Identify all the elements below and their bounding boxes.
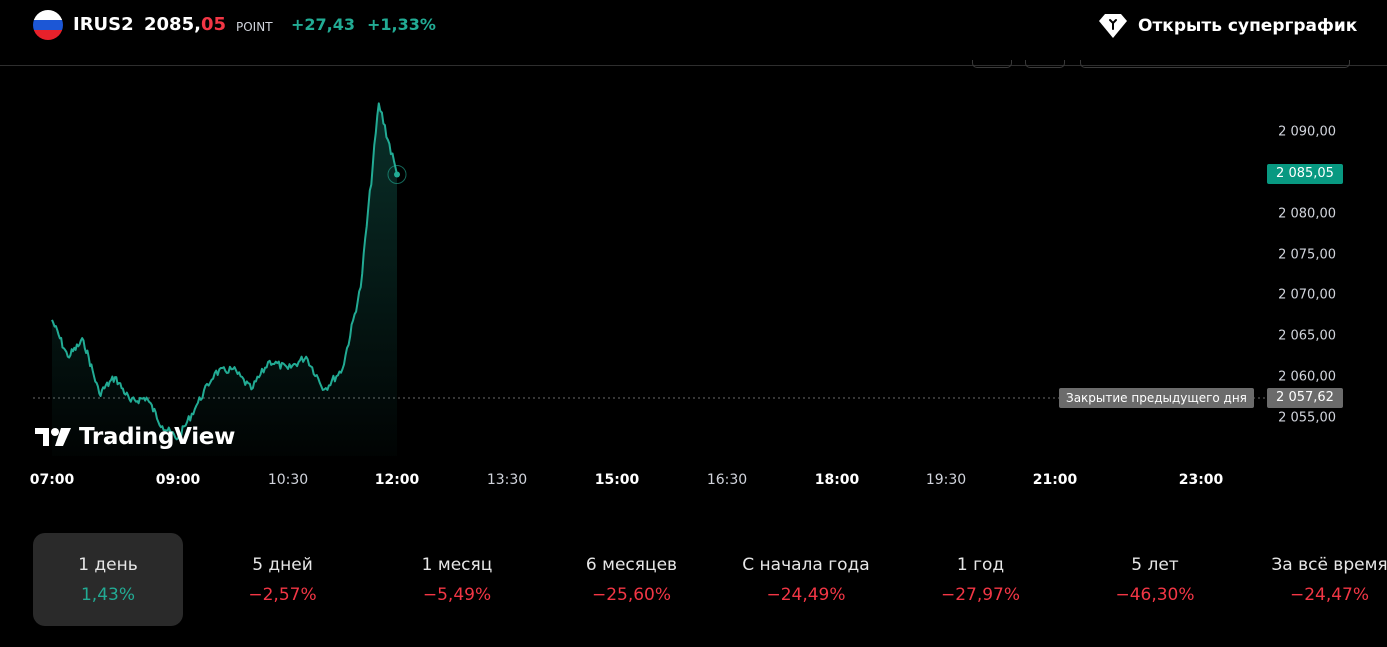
x-axis-tick-label: 09:00 <box>155 472 201 488</box>
period-button[interactable]: 6 месяцев −25,60% <box>557 533 707 626</box>
x-axis-tick-label: 10:30 <box>267 472 309 488</box>
last-point-halo <box>387 164 407 184</box>
period-change-value: −5,49% <box>422 585 492 605</box>
symbol-name: IRUS2 <box>73 14 134 35</box>
x-axis-tick-label: 21:00 <box>1032 472 1078 488</box>
prev-close-label: Закрытие предыдущего дня <box>1059 388 1254 408</box>
period-label: 5 дней <box>252 555 313 575</box>
period-button[interactable]: 1 год −27,97% <box>906 533 1056 626</box>
x-axis-tick-label: 12:00 <box>374 472 420 488</box>
diamond-icon <box>1099 14 1127 38</box>
period-button[interactable]: 1 месяц −5,49% <box>382 533 532 626</box>
y-axis-tick-label: 2 070,00 <box>1278 287 1336 303</box>
period-change-value: −24,47% <box>1289 585 1370 605</box>
period-change-value: −2,57% <box>248 585 317 605</box>
period-label: 1 день <box>78 555 138 575</box>
price-change: +27,43 <box>291 15 356 34</box>
toolbar-button[interactable] <box>972 60 1012 68</box>
x-axis-tick-label: 13:30 <box>486 472 528 488</box>
y-axis-tick-label: 2 080,00 <box>1278 206 1336 222</box>
open-supergraph-button[interactable]: Открыть суперграфик <box>1098 12 1357 40</box>
y-axis-tick-label: 2 090,00 <box>1278 124 1336 140</box>
period-change-value: −46,30% <box>1115 585 1195 605</box>
price-int: 2085, <box>144 14 201 35</box>
last-point-marker <box>394 171 400 178</box>
period-button[interactable]: 1 день 1,43% <box>33 533 183 626</box>
price-frac: 05 <box>200 14 226 35</box>
x-axis-tick-label: 16:30 <box>706 472 748 488</box>
period-change-value: −27,97% <box>940 585 1021 605</box>
current-price: 2085,05 <box>144 14 226 35</box>
period-label: С начала года <box>742 555 870 575</box>
tradingview-logo-icon <box>35 428 71 446</box>
symbol-header: IRUS2 2085,05 POINT +27,43 +1,33% Открыт… <box>0 0 1387 66</box>
x-axis-tick-label: 18:00 <box>814 472 860 488</box>
prev-close-value: 2 057,62 <box>1267 388 1343 408</box>
period-selector: 1 день 1,43% 5 дней −2,57% 1 месяц −5,49% 6 ме… <box>33 533 1387 626</box>
period-label: 1 месяц <box>421 555 493 575</box>
period-change-value: −24,49% <box>766 585 846 605</box>
y-axis-tick-label: 2 065,00 <box>1278 328 1336 344</box>
period-label: За всё время <box>1271 555 1387 575</box>
period-button[interactable]: 5 дней −2,57% <box>208 533 358 626</box>
toolbar-button[interactable] <box>1080 60 1350 68</box>
period-label: 5 лет <box>1131 555 1179 575</box>
period-label: 6 месяцев <box>585 555 678 575</box>
tradingview-logo: TradingView <box>35 424 235 450</box>
period-button[interactable]: 5 лет −46,30% <box>1080 533 1230 626</box>
period-change-value: −25,60% <box>591 585 672 605</box>
price-area-fill <box>52 103 397 457</box>
toolbar-button[interactable] <box>1025 60 1065 68</box>
y-axis-tick-label: 2 075,00 <box>1278 247 1336 263</box>
price-series-line <box>51 102 398 441</box>
price-change-percent: +1,33% <box>367 15 436 34</box>
last-price-badge: 2 085,05 <box>1267 164 1343 184</box>
period-change-value: 1,43% <box>80 585 135 605</box>
x-axis-tick-label: 15:00 <box>594 472 640 488</box>
y-axis-tick-label: 2 055,00 <box>1278 410 1336 426</box>
x-axis-tick-label: 23:00 <box>1178 472 1224 488</box>
x-axis-tick-label: 07:00 <box>29 472 75 488</box>
price-unit: POINT <box>236 20 273 34</box>
russia-flag-icon <box>33 10 63 40</box>
period-button[interactable]: С начала года −24,49% <box>731 533 881 626</box>
period-button[interactable]: За всё время −24,47% <box>1255 533 1387 626</box>
y-axis-tick-label: 2 060,00 <box>1278 369 1336 385</box>
period-label: 1 год <box>956 555 1005 575</box>
open-supergraph-label: Открыть суперграфик <box>1138 16 1358 36</box>
x-axis-tick-label: 19:30 <box>925 472 967 488</box>
tradingview-logo-text: TradingView <box>79 424 236 450</box>
